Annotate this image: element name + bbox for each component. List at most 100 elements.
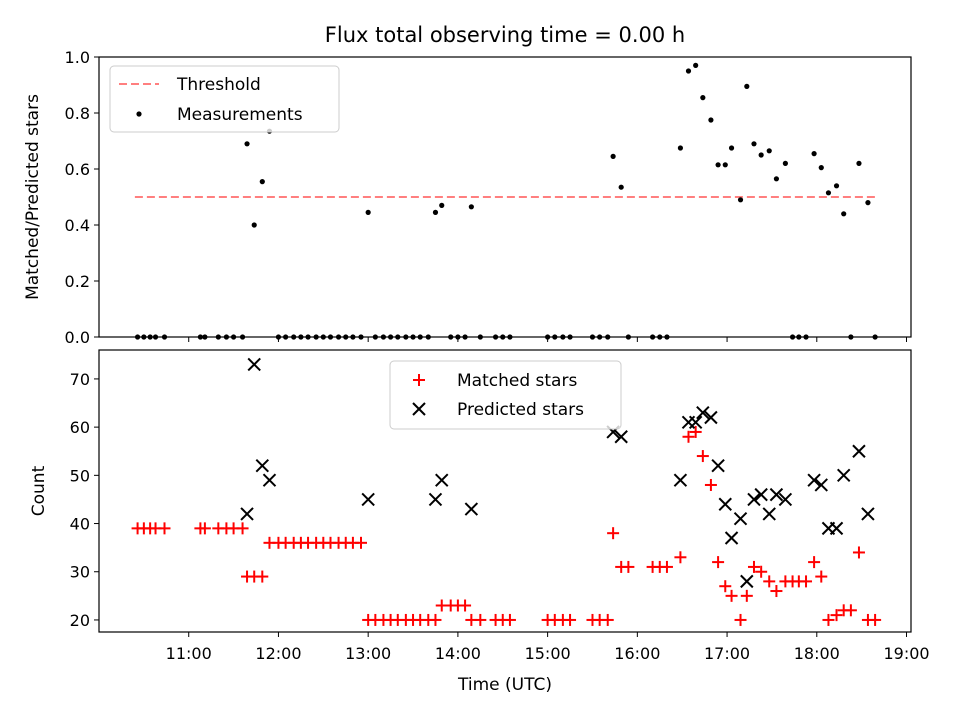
top-yticks: 0.0 0.2 0.4 0.6 0.8 1.0 <box>65 48 99 347</box>
top-ytick-label: 0.8 <box>65 104 90 123</box>
predicted-star-point <box>769 487 784 502</box>
matched-star-point <box>830 609 843 622</box>
matched-star-point <box>689 425 702 438</box>
bottom-xtick-label: 15:00 <box>525 644 571 663</box>
predicted-star-point <box>837 468 851 483</box>
predicted-star-point <box>464 502 479 516</box>
predicted-star-point <box>240 507 254 521</box>
matched-star-point <box>725 589 738 602</box>
predicted-star-point <box>740 574 754 589</box>
measurement-point <box>728 145 735 151</box>
predicted-star-point <box>852 444 866 458</box>
figure-title: Flux total observing time = 0.00 h <box>325 23 685 47</box>
measurement-point <box>751 141 757 147</box>
measurements-legend-marker <box>136 111 142 117</box>
measurement-point <box>244 141 250 147</box>
predicted-star-point <box>688 415 703 430</box>
predicted-star-point <box>262 473 277 487</box>
bottom-xlabel: Time (UTC) <box>457 675 552 695</box>
predicted-star-point <box>255 458 270 473</box>
predicted-star-point <box>814 478 828 492</box>
top-ytick-label: 0.0 <box>65 328 90 347</box>
matched-star-point <box>354 536 367 549</box>
bottom-ytick-label: 60 <box>70 418 90 437</box>
predicted-star-point <box>704 410 718 425</box>
bottom-ylabel: Count <box>29 465 49 516</box>
bottom-xticks: 11:00 12:00 13:00 14:00 15:00 16:00 17:00 18:00… <box>166 632 930 663</box>
bottom-yticks: 20 30 40 50 60 70 <box>70 370 99 630</box>
measurement-point <box>841 211 847 217</box>
matched-legend-marker <box>413 374 425 386</box>
predicted-star-point <box>696 405 710 420</box>
measurement-point <box>439 202 445 208</box>
measurement-point <box>758 152 764 158</box>
measurement-point <box>744 83 750 89</box>
matched-star-point <box>607 527 620 540</box>
matched-star-point <box>660 560 673 573</box>
matched-star-point <box>800 575 813 588</box>
predicted-star-point <box>428 492 443 507</box>
top-ytick-label: 0.2 <box>65 272 90 291</box>
bottom-ytick-label: 70 <box>70 370 90 389</box>
top-panel: 0.0 0.2 0.4 0.6 0.8 1.0 Matched/Predicted sta… <box>23 48 912 347</box>
bottom-xtick-label: 12:00 <box>255 644 301 663</box>
bottom-legend: Matched stars Predicted stars <box>389 360 622 430</box>
matched-star-point <box>682 430 695 443</box>
measurement-point <box>618 184 624 190</box>
top-ylabel: Matched/Predicted stars <box>23 94 43 300</box>
matched-star-point <box>763 575 776 588</box>
matched-star-point <box>747 560 760 573</box>
predicted-star-point <box>247 357 261 372</box>
matched-star-point <box>564 613 577 626</box>
measurements-legend-label: Measurements <box>177 105 303 125</box>
matched-star-point <box>503 613 516 626</box>
predicted-star-point <box>733 512 748 526</box>
measurement-point <box>737 197 744 203</box>
bottom-panel: 20 30 40 50 60 70 11:00 12:00 13:00 14:00 15:00 16… <box>29 349 930 695</box>
measurement-point <box>693 62 699 68</box>
bottom-ytick-label: 40 <box>70 515 90 534</box>
bottom-xtick-label: 14:00 <box>435 644 481 663</box>
predicted-star-point <box>762 507 776 521</box>
matched-star-point <box>712 556 725 569</box>
matched-star-point <box>770 585 783 598</box>
matched-star-point <box>808 556 821 569</box>
matched-star-point <box>236 522 249 535</box>
matched-star-point <box>852 546 865 559</box>
measurement-point <box>825 190 832 196</box>
measurement-point <box>432 209 439 215</box>
predicted-legend-label: Predicted stars <box>457 400 584 420</box>
matched-star-point <box>755 565 768 578</box>
bottom-ytick-label: 30 <box>70 563 90 582</box>
measurement-point <box>259 179 265 185</box>
measurement-point <box>708 117 714 123</box>
predicted-star-point <box>747 492 761 507</box>
matched-star-point <box>158 522 171 535</box>
bottom-xtick-label: 13:00 <box>345 644 391 663</box>
measurement-point <box>782 160 788 166</box>
measurement-point <box>811 151 817 157</box>
measurement-point <box>722 162 728 168</box>
matched-star-point <box>719 580 732 593</box>
predicted-star-point <box>754 487 768 502</box>
matched-star-point <box>740 589 753 602</box>
threshold-legend-label: Threshold <box>176 75 261 95</box>
bottom-xtick-label: 11:00 <box>166 644 212 663</box>
measurement-point <box>700 95 706 101</box>
top-axes-frame <box>98 56 912 338</box>
top-legend-box <box>109 65 340 133</box>
matched-star-point <box>674 551 687 564</box>
predicted-legend-marker <box>412 402 426 416</box>
bottom-legend-box <box>389 360 622 430</box>
matched-legend-label: Matched stars <box>457 371 577 391</box>
matched-star-point <box>601 613 614 626</box>
measurement-point <box>833 183 840 189</box>
measurement-point <box>818 165 824 171</box>
matched-star-point <box>815 570 828 583</box>
bottom-ytick-label: 50 <box>70 466 90 485</box>
bottom-axes-frame <box>98 349 912 633</box>
predicted-star-point <box>778 492 793 507</box>
matched-star-point <box>844 604 857 617</box>
bottom-xtick-label: 17:00 <box>704 644 750 663</box>
bottom-points <box>131 357 882 626</box>
